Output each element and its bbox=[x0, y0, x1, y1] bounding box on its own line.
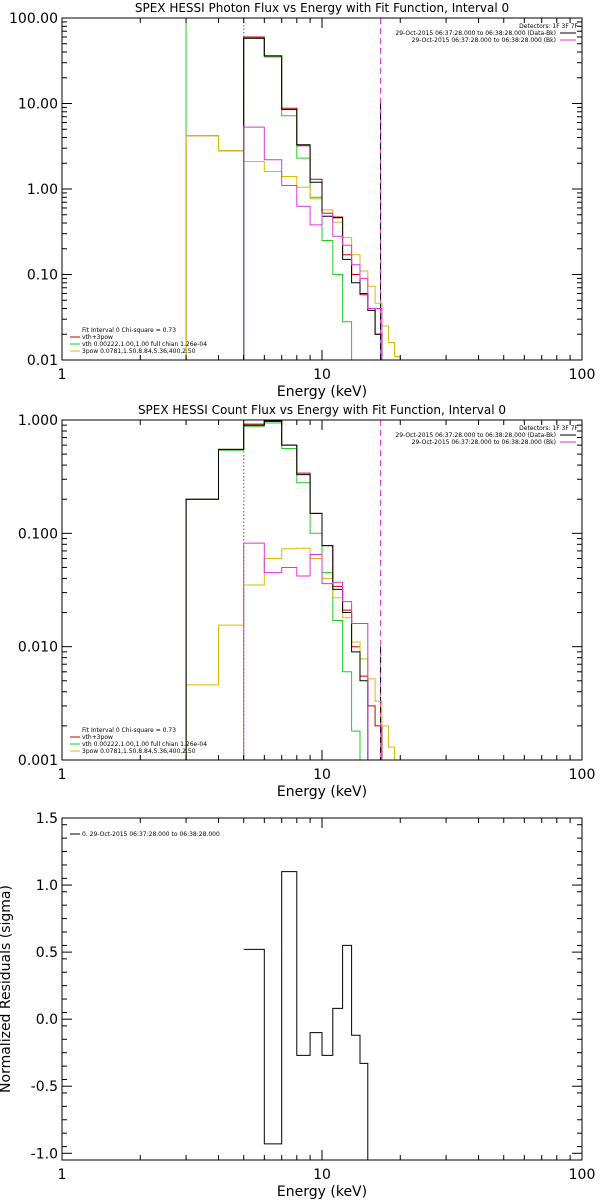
y-tick-label: -0.5 bbox=[31, 1079, 58, 1095]
y-tick-label: 0.010 bbox=[18, 640, 58, 656]
chart-photon: 1 10 100 0.01 0.10 1.00 10.00 100.00 SPEX HESSI … bbox=[9, 1, 595, 400]
x-axis-title: Energy (keV) bbox=[277, 384, 367, 400]
y-tick-label: 1.5 bbox=[36, 811, 58, 827]
x-tick-label: 1 bbox=[58, 767, 67, 783]
x-axis-title: Energy (keV) bbox=[277, 784, 367, 800]
y-tick-label: 0.100 bbox=[18, 526, 58, 542]
plot-frame bbox=[61, 419, 583, 761]
chart-count: 1 10 100 0.001 0.010 0.100 1.000 SPEX HESSI Cou… bbox=[18, 403, 595, 800]
legend-label: 0. 29-Oct-2015 06:37:28.000 to 06:38:28.… bbox=[82, 831, 220, 838]
legend-label: 29-Oct-2015 06:37:28.000 to 06:38:28.000… bbox=[395, 432, 556, 439]
legend-label: 29-Oct-2015 06:37:28.000 to 06:38:28.000… bbox=[395, 30, 556, 37]
y-tick-label: 1.000 bbox=[18, 413, 58, 429]
chart-title: SPEX HESSI Count Flux vs Energy with Fit… bbox=[138, 403, 506, 417]
y-tick-label: 0.001 bbox=[18, 753, 58, 769]
legend-label: Fit Interval 0 Chi-square = 0.73 bbox=[82, 327, 176, 334]
legend-label: 3pow 0.0781,1.50,8.84,5.36,400,2.50 bbox=[82, 348, 196, 355]
y-tick-label: 1.0 bbox=[36, 878, 58, 894]
y-tick-label: 0.0 bbox=[36, 1012, 58, 1028]
y-tick-label: -1.0 bbox=[31, 1146, 58, 1162]
plot-area-count bbox=[185, 420, 406, 760]
series-line-0 bbox=[243, 871, 381, 1160]
series-line-3 bbox=[185, 420, 406, 760]
y-axis-title: Normalized Residuals (sigma) bbox=[0, 885, 14, 1093]
series-line-4 bbox=[186, 126, 406, 360]
x-tick-label: 100 bbox=[569, 767, 596, 783]
plot-area-residuals bbox=[243, 871, 381, 1160]
legend-label: vth 0.00222,1.00,1.00 full chian 1.26e-0… bbox=[82, 341, 207, 348]
series-line-1 bbox=[186, 37, 406, 360]
plot-frame bbox=[61, 817, 583, 1161]
series-line-2 bbox=[185, 547, 406, 760]
x-tick-label: 10 bbox=[313, 367, 331, 383]
x-tick-label: 100 bbox=[569, 367, 596, 383]
y-tick-label: 100.00 bbox=[9, 11, 58, 27]
legend-label: Detectors: 1F 3F 7F bbox=[519, 425, 578, 432]
legend-label: vth+3pow bbox=[82, 334, 113, 341]
chart-residuals: 1 10 100 -1.0 -0.5 0.0 0.5 1.0 1.5 Energy (keV) No… bbox=[0, 811, 595, 1200]
y-tick-label: 0.01 bbox=[27, 353, 58, 369]
legend-label: Detectors: 1F 3F 7F bbox=[519, 23, 578, 30]
series-line-3 bbox=[186, 37, 406, 360]
series-line-0 bbox=[185, 421, 406, 760]
y-tick-label: 10.00 bbox=[18, 97, 58, 113]
legend-label: 29-Oct-2015 06:37:28.000 to 06:38:28.000… bbox=[412, 439, 556, 446]
y-tick-label: 0.10 bbox=[27, 268, 58, 284]
series-line-2 bbox=[185, 135, 406, 360]
y-tick-label: 1.00 bbox=[27, 182, 58, 198]
x-tick-label: 100 bbox=[569, 1167, 596, 1183]
series-line-4 bbox=[186, 542, 406, 760]
series-line-1 bbox=[185, 422, 406, 760]
plot-area-photon bbox=[185, 18, 406, 360]
legend-label: vth+3pow bbox=[82, 734, 113, 741]
chart-title: SPEX HESSI Photon Flux vs Energy with Fi… bbox=[135, 1, 509, 15]
x-tick-label: 1 bbox=[58, 367, 67, 383]
legend-label: vth 0.00222,1.00,1.00 full chian 1.26e-0… bbox=[82, 741, 207, 748]
legend-label: 3pow 0.0781,1.50,8.84,5.36,400,2.50 bbox=[82, 748, 196, 755]
legend-label: Fit Interval 0 Chi-square = 0.73 bbox=[82, 727, 176, 734]
series-line-0 bbox=[185, 36, 406, 360]
x-tick-label: 1 bbox=[58, 1167, 67, 1183]
x-tick-label: 10 bbox=[313, 767, 331, 783]
legend-label: 29-Oct-2015 06:37:28.000 to 06:38:28.000… bbox=[412, 37, 556, 44]
x-tick-label: 10 bbox=[313, 1167, 331, 1183]
y-tick-label: 0.5 bbox=[36, 945, 58, 961]
x-axis-title: Energy (keV) bbox=[277, 1184, 367, 1200]
